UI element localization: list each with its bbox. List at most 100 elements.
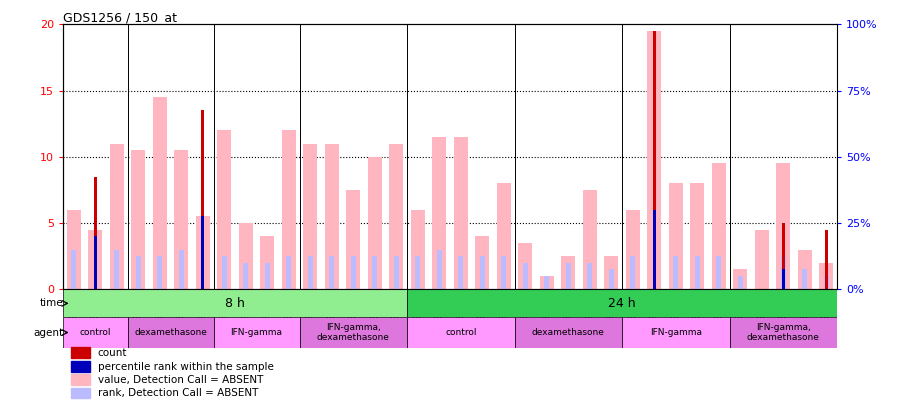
Bar	[393, 256, 399, 289]
Bar	[346, 190, 360, 289]
Bar	[153, 97, 166, 289]
Bar	[652, 210, 655, 289]
Bar	[407, 289, 837, 318]
Bar	[626, 210, 640, 289]
Bar	[604, 256, 618, 289]
Bar	[544, 276, 549, 289]
Bar	[88, 230, 103, 289]
Bar	[716, 256, 722, 289]
Bar	[562, 256, 575, 289]
Bar	[407, 318, 515, 347]
Bar	[94, 237, 96, 289]
Bar	[540, 276, 554, 289]
Text: IFN-gamma,
dexamethasone: IFN-gamma, dexamethasone	[747, 323, 820, 342]
Text: dexamethasone: dexamethasone	[532, 328, 605, 337]
Bar	[300, 318, 407, 347]
Bar	[480, 256, 485, 289]
Bar	[622, 318, 730, 347]
Bar	[738, 276, 742, 289]
Text: IFN-gamma: IFN-gamma	[230, 328, 283, 337]
Bar	[131, 150, 145, 289]
Bar	[196, 216, 210, 289]
Bar	[797, 249, 812, 289]
Bar	[202, 216, 204, 289]
Bar	[71, 361, 90, 372]
Bar	[63, 289, 407, 318]
Text: GDS1256 / 150_at: GDS1256 / 150_at	[63, 11, 177, 24]
Bar	[217, 130, 231, 289]
Bar	[282, 130, 296, 289]
Bar	[71, 347, 90, 358]
Bar	[158, 256, 162, 289]
Bar	[825, 230, 828, 289]
Text: 24 h: 24 h	[608, 297, 635, 310]
Bar	[583, 190, 597, 289]
Bar	[178, 249, 184, 289]
Bar	[802, 269, 807, 289]
Bar	[432, 137, 446, 289]
Bar	[824, 276, 829, 289]
Text: percentile rank within the sample: percentile rank within the sample	[98, 362, 274, 372]
Bar	[110, 144, 123, 289]
Text: count: count	[98, 347, 127, 358]
Bar	[436, 249, 442, 289]
Bar	[286, 256, 292, 289]
Bar	[819, 263, 833, 289]
Bar	[67, 210, 81, 289]
Bar	[63, 318, 128, 347]
Bar	[390, 144, 403, 289]
Bar	[265, 263, 270, 289]
Bar	[782, 223, 785, 289]
Bar	[755, 230, 769, 289]
Bar	[673, 256, 679, 289]
Bar	[415, 256, 420, 289]
Bar	[630, 256, 635, 289]
Bar	[128, 318, 213, 347]
Bar	[734, 269, 747, 289]
Text: control: control	[445, 328, 476, 337]
Text: IFN-gamma,
dexamethasone: IFN-gamma, dexamethasone	[317, 323, 390, 342]
Bar	[780, 256, 786, 289]
Bar	[351, 256, 356, 289]
Bar	[518, 243, 532, 289]
Bar	[114, 249, 120, 289]
Bar	[410, 210, 425, 289]
Bar	[308, 256, 313, 289]
Bar	[565, 263, 571, 289]
Bar	[238, 223, 253, 289]
Bar	[608, 269, 614, 289]
Bar	[695, 256, 700, 289]
Text: IFN-gamma: IFN-gamma	[650, 328, 702, 337]
Bar	[368, 157, 382, 289]
Bar	[136, 256, 141, 289]
Bar	[515, 318, 622, 347]
Bar	[782, 269, 785, 289]
Bar	[303, 144, 317, 289]
Bar	[329, 256, 335, 289]
Text: dexamethasone: dexamethasone	[134, 328, 207, 337]
Text: agent: agent	[33, 328, 63, 337]
Text: time: time	[40, 298, 63, 308]
Bar	[71, 374, 90, 385]
Text: rank, Detection Call = ABSENT: rank, Detection Call = ABSENT	[98, 388, 258, 399]
Bar	[669, 183, 683, 289]
Text: 8 h: 8 h	[225, 297, 245, 310]
Bar	[501, 256, 507, 289]
Bar	[221, 256, 227, 289]
Bar	[730, 318, 837, 347]
Bar	[243, 263, 248, 289]
Bar	[647, 31, 662, 289]
Bar	[458, 256, 464, 289]
Bar	[497, 183, 510, 289]
Text: value, Detection Call = ABSENT: value, Detection Call = ABSENT	[98, 375, 263, 385]
Bar	[71, 249, 76, 289]
Bar	[523, 263, 528, 289]
Bar	[777, 164, 790, 289]
Bar	[454, 137, 468, 289]
Bar	[652, 31, 655, 289]
Bar	[260, 237, 274, 289]
Bar	[475, 237, 490, 289]
Bar	[372, 256, 377, 289]
Text: control: control	[79, 328, 111, 337]
Bar	[175, 150, 188, 289]
